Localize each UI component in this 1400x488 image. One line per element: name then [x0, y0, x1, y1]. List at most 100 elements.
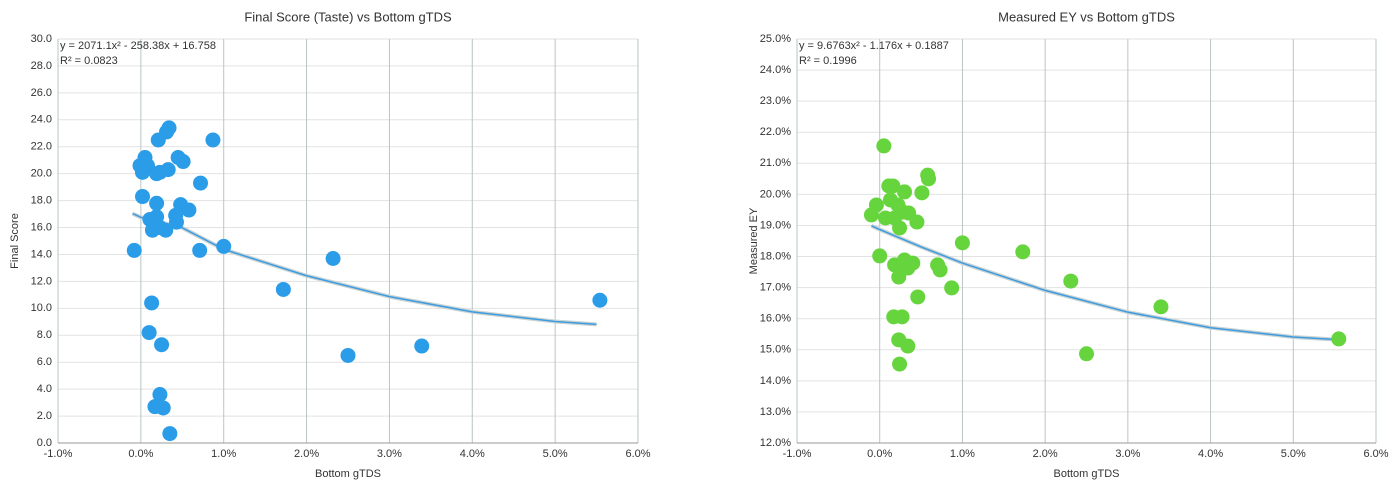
point: [340, 347, 356, 363]
x-tick-label: 5.0%: [543, 448, 568, 460]
point: [1063, 273, 1079, 289]
point: [892, 356, 908, 372]
point: [894, 309, 910, 325]
x-tick-label: 4.0%: [1198, 448, 1223, 460]
point: [175, 154, 191, 170]
y-tick-label: 30.0: [31, 33, 52, 45]
y-tick-label: 16.0: [31, 221, 52, 233]
point: [414, 338, 430, 354]
point: [162, 426, 178, 442]
annotation: R² = 0.0823: [60, 55, 118, 67]
x-tick-label: 2.0%: [294, 448, 319, 460]
y-tick-label: 24.0: [31, 114, 52, 126]
y-tick-label: 16.0%: [760, 313, 791, 325]
y-tick-label: 25.0%: [760, 33, 791, 45]
annotation: R² = 0.1996: [799, 55, 857, 67]
point: [325, 251, 341, 267]
chart-title: Final Score (Taste) vs Bottom gTDS: [244, 9, 452, 24]
point: [1015, 244, 1031, 260]
point: [905, 255, 921, 271]
point: [909, 214, 925, 230]
point: [155, 400, 171, 416]
trendline: [132, 212, 597, 326]
point: [161, 120, 177, 136]
x-tick-label: 3.0%: [377, 448, 402, 460]
point: [900, 338, 916, 354]
point: [135, 189, 151, 205]
point: [275, 281, 291, 297]
y-tick-label: 15.0%: [760, 344, 791, 356]
x-tick-label: 5.0%: [1281, 448, 1306, 460]
point: [872, 248, 888, 264]
y-tick-label: 12.0%: [760, 437, 791, 449]
point: [141, 325, 157, 341]
x-tick-label: 0.0%: [128, 448, 153, 460]
y-axis-label: Final Score: [9, 213, 21, 269]
point: [1331, 331, 1347, 347]
y-tick-label: 20.0%: [760, 188, 791, 200]
point: [910, 289, 926, 305]
point: [891, 269, 907, 285]
x-tick-label: 6.0%: [625, 448, 650, 460]
x-tick-label: -1.0%: [44, 448, 73, 460]
point: [892, 220, 908, 236]
x-tick-label: 1.0%: [211, 448, 236, 460]
point: [216, 238, 232, 254]
point: [885, 178, 901, 194]
point: [921, 171, 937, 187]
annotation: y = 9.6763x² - 1.176x + 0.1887: [799, 40, 949, 52]
y-tick-label: 18.0%: [760, 250, 791, 262]
point: [868, 197, 884, 213]
x-tick-label: 0.0%: [867, 448, 892, 460]
trendline-shadow: [870, 223, 1335, 342]
x-tick-label: -1.0%: [783, 448, 812, 460]
trendline: [871, 225, 1335, 341]
x-axis-label: Bottom gTDS: [1053, 468, 1119, 480]
x-tick-label: 3.0%: [1115, 448, 1140, 460]
y-tick-label: 10.0: [31, 302, 52, 314]
y-tick-label: 0.0: [37, 437, 52, 449]
point: [181, 202, 197, 218]
y-tick-label: 14.0%: [760, 375, 791, 387]
y-tick-label: 23.0%: [760, 95, 791, 107]
y-tick-label: 18.0: [31, 195, 52, 207]
point: [158, 222, 174, 238]
point: [193, 175, 209, 191]
point: [954, 235, 970, 251]
y-tick-label: 17.0%: [760, 282, 791, 294]
y-axis-label: Measured EY: [748, 207, 760, 274]
y-tick-label: 19.0%: [760, 219, 791, 231]
point: [944, 280, 960, 296]
point: [168, 214, 184, 230]
y-tick-label: 22.0: [31, 141, 52, 153]
y-tick-label: 12.0: [31, 275, 52, 287]
x-tick-label: 6.0%: [1363, 448, 1388, 460]
y-tick-label: 20.0: [31, 168, 52, 180]
y-tick-label: 24.0%: [760, 64, 791, 76]
y-tick-label: 14.0: [31, 248, 52, 260]
point: [592, 292, 608, 308]
y-tick-label: 28.0: [31, 60, 52, 72]
point: [914, 185, 930, 201]
x-tick-label: 4.0%: [460, 448, 485, 460]
y-tick-label: 22.0%: [760, 126, 791, 138]
y-tick-label: 6.0: [37, 356, 52, 368]
point: [897, 184, 913, 200]
point: [1079, 346, 1094, 362]
point: [144, 295, 160, 311]
point: [154, 337, 170, 353]
point: [126, 242, 142, 258]
trendline-shadow: [131, 211, 597, 327]
y-tick-label: 26.0: [31, 87, 52, 99]
x-tick-label: 2.0%: [1033, 448, 1058, 460]
y-tick-label: 13.0%: [760, 406, 791, 418]
point: [152, 387, 168, 403]
y-tick-label: 2.0: [37, 410, 52, 422]
annotation: y = 2071.1x² - 258.38x + 16.758: [60, 40, 216, 52]
point: [205, 132, 221, 148]
x-axis-label: Bottom gTDS: [315, 468, 381, 480]
point: [192, 242, 208, 258]
y-tick-label: 8.0: [37, 329, 52, 341]
point: [876, 138, 892, 154]
